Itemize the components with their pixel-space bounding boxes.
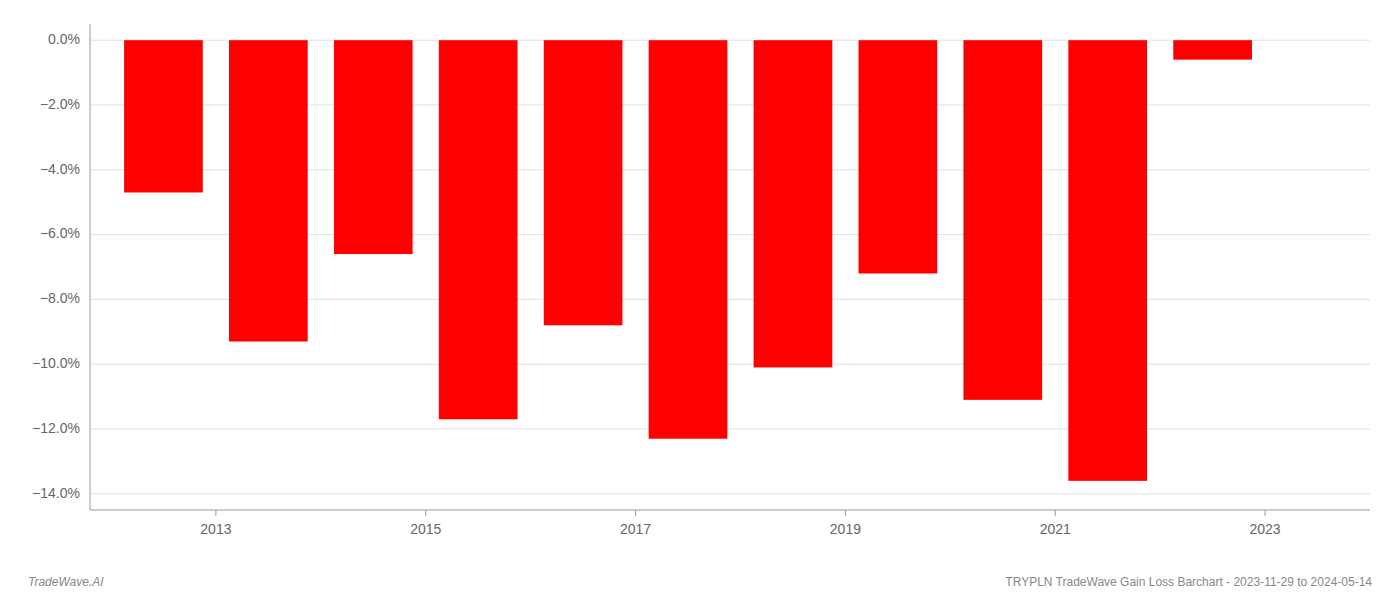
y-tick-label: −4.0% [40, 161, 80, 177]
footer-right: TRYPLN TradeWave Gain Loss Barchart - 20… [1005, 575, 1372, 589]
bar [229, 40, 308, 341]
x-tick-label: 2013 [200, 521, 231, 537]
bar [439, 40, 518, 419]
y-tick-label: −14.0% [32, 485, 80, 501]
grid-line [90, 364, 1370, 365]
bar [754, 40, 833, 367]
bar [1173, 40, 1252, 59]
y-tick-label: 0.0% [48, 31, 80, 47]
bar [963, 40, 1042, 400]
bar [859, 40, 938, 273]
y-tick-label: −2.0% [40, 96, 80, 112]
bar [544, 40, 623, 325]
footer-left: TradeWave.AI [28, 575, 104, 589]
x-tick [845, 510, 846, 516]
x-tick-label: 2021 [1040, 521, 1071, 537]
x-tick [1265, 510, 1266, 516]
y-tick-labels: 0.0% −2.0% −4.0% −6.0% −8.0% −10.0% −12.0% −14.… [32, 31, 80, 501]
grid-line [90, 429, 1370, 430]
x-tick-label: 2023 [1250, 521, 1281, 537]
grid-line [90, 493, 1370, 494]
x-tick-label: 2019 [830, 521, 861, 537]
y-axis-line [90, 24, 91, 510]
bars [124, 40, 1252, 481]
x-tick-label: 2015 [410, 521, 441, 537]
bar [649, 40, 728, 439]
chart-container: 0.0% −2.0% −4.0% −6.0% −8.0% −10.0% −12.0% −14.… [0, 0, 1400, 600]
y-tick-label: −8.0% [40, 290, 80, 306]
bar [124, 40, 203, 192]
x-tick [215, 510, 216, 516]
x-tick [1055, 510, 1056, 516]
bar [334, 40, 413, 254]
y-tick-label: −12.0% [32, 420, 80, 436]
x-tick [635, 510, 636, 516]
x-tick [425, 510, 426, 516]
y-tick-label: −10.0% [32, 355, 80, 371]
chart: 0.0% −2.0% −4.0% −6.0% −8.0% −10.0% −12.0% −14.… [0, 0, 1400, 600]
y-tick-label: −6.0% [40, 225, 80, 241]
x-axis-line [90, 510, 1370, 511]
grid [90, 40, 1370, 494]
x-ticks: 2013 2015 2017 2019 2021 2023 [200, 510, 1281, 537]
bar [1068, 40, 1147, 481]
x-tick-label: 2017 [620, 521, 651, 537]
